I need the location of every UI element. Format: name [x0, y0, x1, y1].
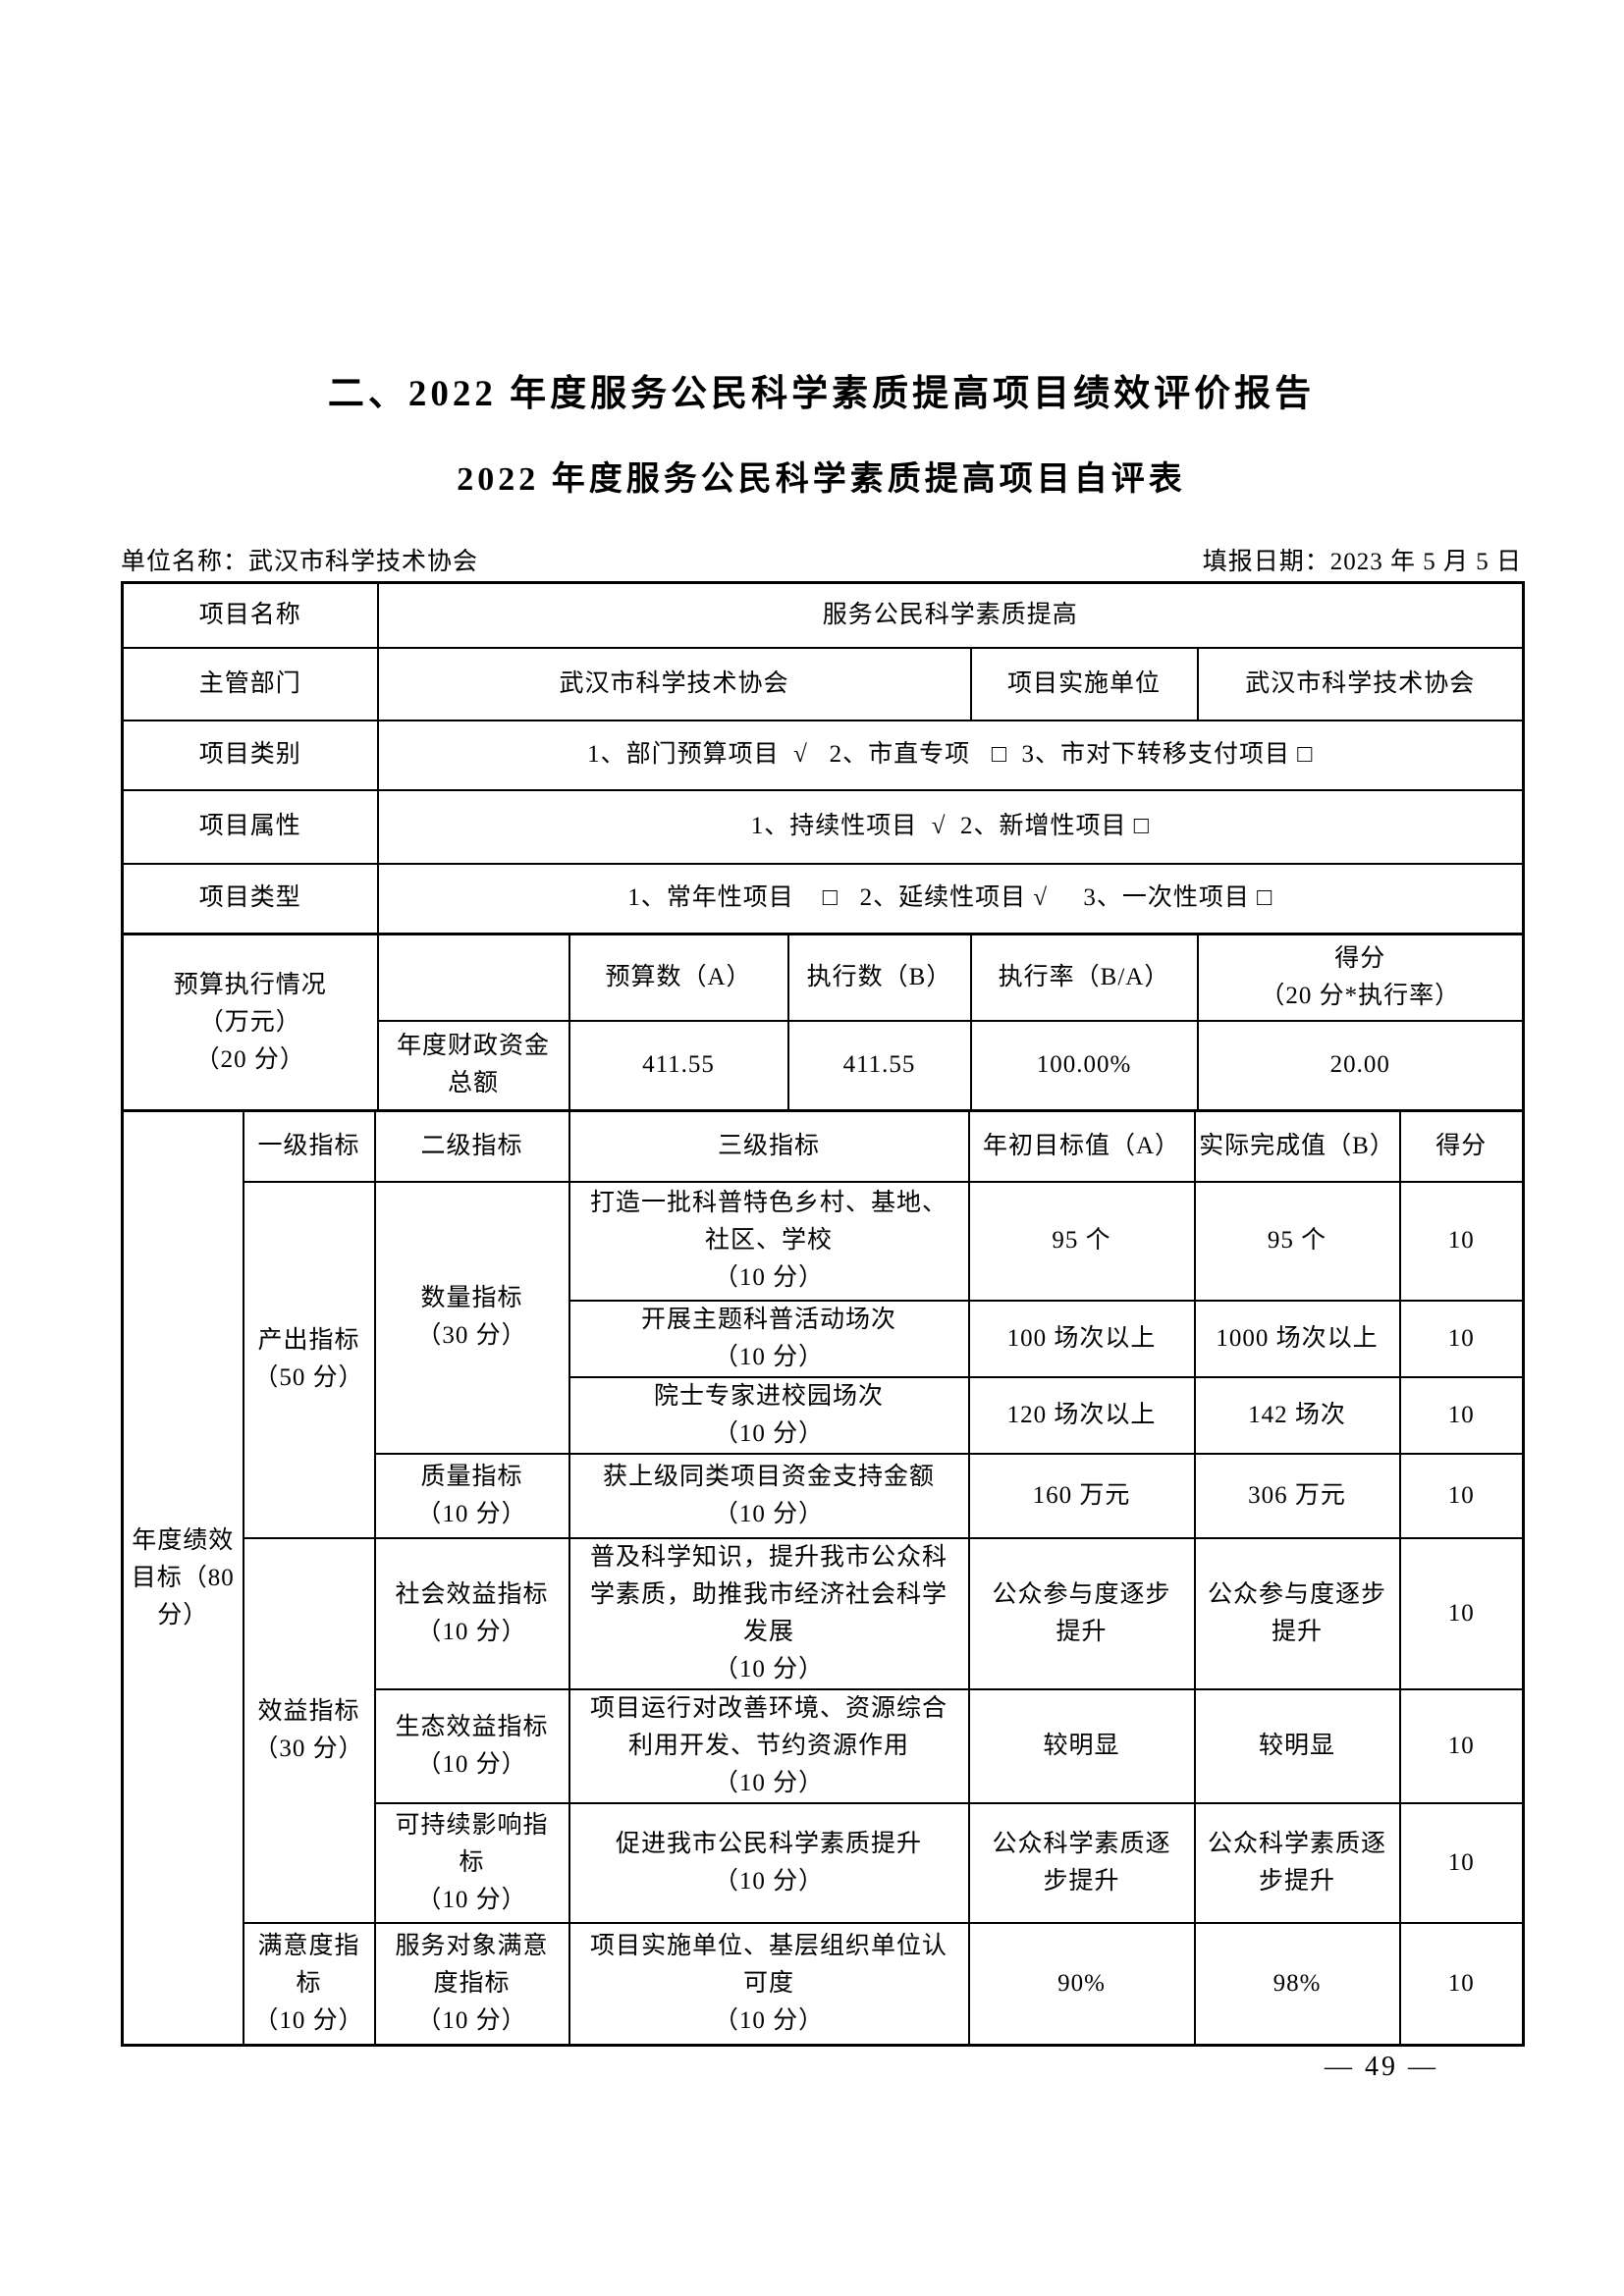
- target-header: 年初目标值（A）: [967, 1109, 1196, 1183]
- output-indicator-group: 产出指标 （50 分）: [242, 1180, 376, 1539]
- meta-line: 单位名称：武汉市科学技术协会 填报日期：2023 年 5 月 5 日: [121, 542, 1522, 577]
- row-1-indicator: 打造一批科普特色乡村、基地、 社区、学校 （10 分）: [568, 1180, 970, 1302]
- social-benefit-group: 社会效益指标 （10 分）: [373, 1536, 570, 1690]
- row-2-score: 10: [1398, 1299, 1525, 1378]
- performance-indicator-table: 年度绩效 目标（80 分） 一级指标 二级指标 三级指标 年初目标值（A） 实际…: [121, 1109, 1525, 2047]
- table-row: 生态效益指标 （10 分） 项目运行对改善环境、资源综合 利用开发、节约资源作用…: [123, 1687, 1525, 1804]
- implementing-unit-value: 武汉市科学技术协会: [1196, 646, 1525, 721]
- row-1-score: 10: [1398, 1180, 1525, 1302]
- project-attribute-label: 项目属性: [121, 788, 379, 865]
- quantity-indicator-group: 数量指标 （30 分）: [373, 1180, 570, 1455]
- row-8-indicator: 项目实施单位、基层组织单位认 可度 （10 分）: [568, 1921, 970, 2047]
- row-4-score: 10: [1398, 1452, 1525, 1539]
- level3-header: 三级指标: [568, 1109, 970, 1183]
- row-7-actual: 公众科学素质逐 步提升: [1193, 1801, 1401, 1924]
- row-5-score: 10: [1398, 1536, 1525, 1690]
- indicator-header-row: 年度绩效 目标（80 分） 一级指标 二级指标 三级指标 年初目标值（A） 实际…: [121, 1109, 1525, 2047]
- table-row: 项目类别 1、部门预算项目 √ 2、市直专项 □ 3、市对下转移支付项目 □: [121, 719, 1525, 791]
- budget-amount-value: 411.55: [568, 1019, 789, 1112]
- sustainable-impact-group: 可持续影响指 标 （10 分）: [373, 1801, 570, 1924]
- exec-amount-value: 411.55: [786, 1019, 972, 1112]
- row-1-actual: 95 个: [1193, 1180, 1401, 1302]
- project-name-value: 服务公民科学素质提高: [376, 581, 1525, 649]
- satisfaction-indicator-group: 满意度指 标 （10 分）: [242, 1921, 376, 2047]
- table-row: 项目类型 1、常年性项目 □ 2、延续性项目 √ 3、一次性项目 □: [121, 862, 1525, 935]
- row-6-target: 较明显: [967, 1687, 1196, 1804]
- row-4-indicator: 获上级同类项目资金支持金额 （10 分）: [568, 1452, 970, 1539]
- row-6-score: 10: [1398, 1687, 1525, 1804]
- project-category-options: 1、部门预算项目 √ 2、市直专项 □ 3、市对下转移支付项目 □: [376, 719, 1525, 791]
- row-8-target: 90%: [967, 1921, 1196, 2047]
- project-category-label: 项目类别: [121, 719, 379, 791]
- benefit-indicator-group: 效益指标 （30 分）: [242, 1536, 376, 1924]
- table-row: 项目名称 服务公民科学素质提高: [121, 581, 1525, 649]
- annual-fund-label: 年度财政资金 总额: [376, 1019, 570, 1112]
- page-number: — 49 —: [1325, 2052, 1438, 2082]
- table-row: 项目属性 1、持续性项目 √ 2、新增性项目 □: [121, 788, 1525, 865]
- row-6-actual: 较明显: [1193, 1687, 1401, 1804]
- row-8-actual: 98%: [1193, 1921, 1401, 2047]
- service-satisfaction-group: 服务对象满意 度指标 （10 分）: [373, 1921, 570, 2047]
- row-6-indicator: 项目运行对改善环境、资源综合 利用开发、节约资源作用 （10 分）: [568, 1687, 970, 1804]
- report-date-label: 填报日期：2023 年 5 月 5 日: [1202, 549, 1522, 575]
- table-row: 院士专家进校园场次 （10 分） 120 场次以上 142 场次 10: [123, 1375, 1525, 1455]
- row-4-target: 160 万元: [967, 1452, 1196, 1539]
- score-header: 得分: [1398, 1109, 1525, 1183]
- budget-amount-header: 预算数（A）: [568, 933, 789, 1022]
- row-7-score: 10: [1398, 1801, 1525, 1924]
- row-3-target: 120 场次以上: [967, 1375, 1196, 1455]
- row-5-target: 公众参与度逐步 提升: [967, 1536, 1196, 1690]
- budget-empty-cell: [376, 933, 570, 1022]
- row-5-indicator: 普及科学知识，提升我市公众科 学素质，助推我市经济社会科学 发展 （10 分）: [568, 1536, 970, 1690]
- budget-score-header: 得分 （20 分*执行率）: [1196, 933, 1525, 1022]
- quality-indicator-group: 质量指标 （10 分）: [373, 1452, 570, 1539]
- table-row: 主管部门 武汉市科学技术协会 项目实施单位 武汉市科学技术协会: [121, 646, 1525, 721]
- level1-header: 一级指标: [242, 1109, 376, 1183]
- project-type-label: 项目类型: [121, 862, 379, 935]
- row-3-score: 10: [1398, 1375, 1525, 1455]
- table-row: 满意度指 标 （10 分） 服务对象满意 度指标 （10 分） 项目实施单位、基…: [123, 1921, 1525, 2047]
- row-1-target: 95 个: [967, 1180, 1196, 1302]
- unit-name-label: 单位名称：武汉市科学技术协会: [121, 549, 479, 575]
- project-attribute-options: 1、持续性项目 √ 2、新增性项目 □: [376, 788, 1525, 865]
- row-7-indicator: 促进我市公民科学素质提升 （10 分）: [568, 1801, 970, 1924]
- exec-rate-header: 执行率（B/A）: [969, 933, 1199, 1022]
- budget-section-label: 预算执行情况 （万元） （20 分）: [121, 933, 379, 1112]
- row-3-indicator: 院士专家进校园场次 （10 分）: [568, 1375, 970, 1455]
- row-2-indicator: 开展主题科普活动场次 （10 分）: [568, 1299, 970, 1378]
- row-2-actual: 1000 场次以上: [1193, 1299, 1401, 1378]
- budget-execution-table: 预算执行情况 （万元） （20 分） 预算数（A） 执行数（B） 执行率（B/A…: [121, 933, 1525, 1112]
- row-5-actual: 公众参与度逐步 提升: [1193, 1536, 1401, 1690]
- actual-header: 实际完成值（B）: [1193, 1109, 1401, 1183]
- project-name-label: 项目名称: [121, 581, 379, 649]
- table-row: 开展主题科普活动场次 （10 分） 100 场次以上 1000 场次以上 10: [123, 1299, 1525, 1378]
- row-4-actual: 306 万元: [1193, 1452, 1401, 1539]
- table-row: 质量指标 （10 分） 获上级同类项目资金支持金额 （10 分） 160 万元 …: [123, 1452, 1525, 1539]
- table-row: 预算执行情况 （万元） （20 分） 预算数（A） 执行数（B） 执行率（B/A…: [121, 933, 1525, 1112]
- row-8-score: 10: [1398, 1921, 1525, 2047]
- row-7-target: 公众科学素质逐 步提升: [967, 1801, 1196, 1924]
- implementing-unit-label: 项目实施单位: [969, 646, 1199, 721]
- eco-benefit-group: 生态效益指标 （10 分）: [373, 1687, 570, 1804]
- project-info-table: 项目名称 服务公民科学素质提高 主管部门 武汉市科学技术协会 项目实施单位 武汉…: [121, 581, 1526, 935]
- budget-score-value: 20.00: [1196, 1019, 1525, 1112]
- table-row: 可持续影响指 标 （10 分） 促进我市公民科学素质提升 （10 分） 公众科学…: [123, 1801, 1525, 1924]
- exec-rate-value: 100.00%: [969, 1019, 1199, 1112]
- row-3-actual: 142 场次: [1193, 1375, 1401, 1455]
- exec-amount-header: 执行数（B）: [786, 933, 972, 1022]
- competent-dept-label: 主管部门: [121, 646, 379, 721]
- annual-goal-label: 年度绩效 目标（80 分）: [121, 1109, 244, 2047]
- report-title: 二、2022 年度服务公民科学素质提高项目绩效评价报告: [327, 374, 1316, 414]
- project-type-options: 1、常年性项目 □ 2、延续性项目 √ 3、一次性项目 □: [376, 862, 1525, 935]
- level2-header: 二级指标: [373, 1109, 570, 1183]
- table-title: 2022 年度服务公民科学素质提高项目自评表: [457, 461, 1186, 498]
- competent-dept-value: 武汉市科学技术协会: [376, 646, 972, 721]
- table-row: 产出指标 （50 分） 数量指标 （30 分） 打造一批科普特色乡村、基地、 社…: [123, 1180, 1525, 1539]
- table-row: 效益指标 （30 分） 社会效益指标 （10 分） 普及科学知识，提升我市公众科…: [123, 1536, 1525, 1924]
- row-2-target: 100 场次以上: [967, 1299, 1196, 1378]
